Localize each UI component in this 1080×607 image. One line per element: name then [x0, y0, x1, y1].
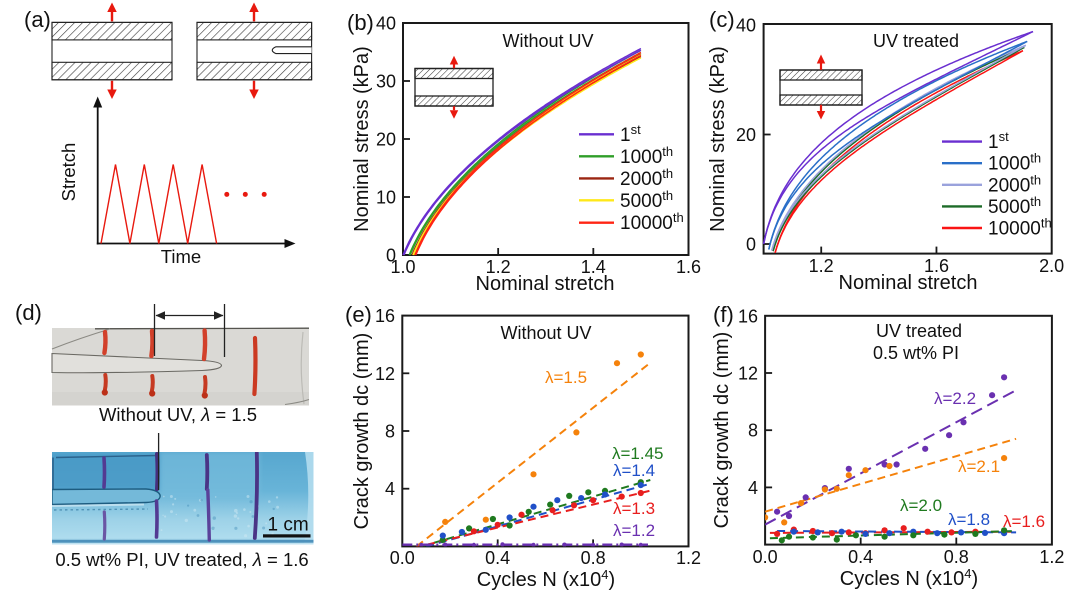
svg-text:Nominal stress (kPa): Nominal stress (kPa) [707, 46, 729, 232]
svg-text:0.0: 0.0 [390, 548, 415, 568]
svg-text:1.6: 1.6 [676, 257, 701, 277]
svg-text:0.4: 0.4 [485, 548, 510, 568]
svg-text:8: 8 [385, 422, 395, 442]
svg-text:16: 16 [375, 306, 395, 326]
svg-text:0.5 wt% PI: 0.5 wt% PI [873, 343, 959, 363]
svg-text:(e): (e) [345, 302, 372, 327]
svg-text:λ=1.4: λ=1.4 [613, 461, 655, 480]
svg-text:20: 20 [736, 125, 756, 145]
svg-text:Cycles N (x104): Cycles N (x104) [477, 567, 615, 591]
svg-text:1.2: 1.2 [1039, 547, 1064, 567]
svg-text:12: 12 [375, 364, 395, 384]
svg-text:UV treated: UV treated [876, 321, 962, 341]
svg-text:(f): (f) [713, 302, 734, 327]
svg-text:8: 8 [748, 421, 758, 441]
svg-text:12: 12 [738, 364, 758, 384]
svg-text:40: 40 [376, 14, 396, 34]
svg-text:λ=1.3: λ=1.3 [613, 499, 655, 518]
svg-text:40: 40 [736, 16, 756, 36]
svg-text:10: 10 [376, 188, 396, 208]
svg-text:0.8: 0.8 [581, 548, 606, 568]
svg-text:0: 0 [746, 235, 756, 255]
svg-text:Crack growth dc (mm): Crack growth dc (mm) [711, 332, 733, 529]
svg-text:λ=1.8: λ=1.8 [948, 510, 990, 529]
svg-text:(a): (a) [24, 7, 51, 32]
svg-text:Without UV, λ = 1.5: Without UV, λ = 1.5 [99, 404, 257, 425]
svg-text:0.5 wt% PI, UV treated, λ = 1.: 0.5 wt% PI, UV treated, λ = 1.6 [55, 549, 308, 570]
svg-text:λ=1.5: λ=1.5 [545, 368, 587, 387]
svg-text:Stretch: Stretch [58, 143, 79, 202]
svg-text:0.8: 0.8 [944, 547, 969, 567]
svg-text:Without UV: Without UV [502, 31, 593, 51]
svg-text:0.0: 0.0 [753, 547, 778, 567]
svg-text:λ=1.2: λ=1.2 [613, 521, 655, 540]
svg-text:0.4: 0.4 [848, 547, 873, 567]
svg-text:λ=2.1: λ=2.1 [958, 457, 1000, 476]
svg-text:1.2: 1.2 [486, 257, 511, 277]
svg-text:Nominal stretch: Nominal stretch [839, 272, 978, 294]
svg-text:Without UV: Without UV [500, 323, 591, 343]
svg-text:(b): (b) [347, 10, 374, 35]
svg-text:Time: Time [161, 246, 201, 267]
svg-text:4: 4 [748, 478, 758, 498]
svg-text:1.6: 1.6 [924, 256, 949, 276]
svg-text:(c): (c) [709, 7, 735, 32]
svg-text:1 cm: 1 cm [268, 515, 309, 536]
svg-text:30: 30 [376, 72, 396, 92]
svg-text:16: 16 [738, 306, 758, 326]
svg-text:Nominal stress (kPa): Nominal stress (kPa) [351, 46, 373, 232]
svg-text:(d): (d) [15, 300, 42, 325]
svg-text:1.2: 1.2 [809, 256, 834, 276]
svg-text:4: 4 [385, 479, 395, 499]
svg-text:λ=1.6: λ=1.6 [1003, 512, 1045, 531]
svg-text:Crack growth dc (mm): Crack growth dc (mm) [351, 333, 373, 530]
svg-text:λ=2.2: λ=2.2 [934, 389, 976, 408]
svg-text:0: 0 [386, 246, 396, 266]
svg-text:20: 20 [376, 130, 396, 150]
svg-text:2.0: 2.0 [1039, 256, 1064, 276]
svg-text:1.2: 1.2 [676, 548, 701, 568]
svg-text:λ=2.0: λ=2.0 [900, 496, 942, 515]
svg-text:Nominal stretch: Nominal stretch [476, 273, 615, 295]
svg-text:λ=1.45: λ=1.45 [612, 444, 664, 463]
svg-text:UV treated: UV treated [873, 31, 959, 51]
svg-text:1.4: 1.4 [581, 257, 606, 277]
svg-text:1.0: 1.0 [390, 257, 415, 277]
svg-text:Cycles N (x104): Cycles N (x104) [840, 566, 978, 590]
